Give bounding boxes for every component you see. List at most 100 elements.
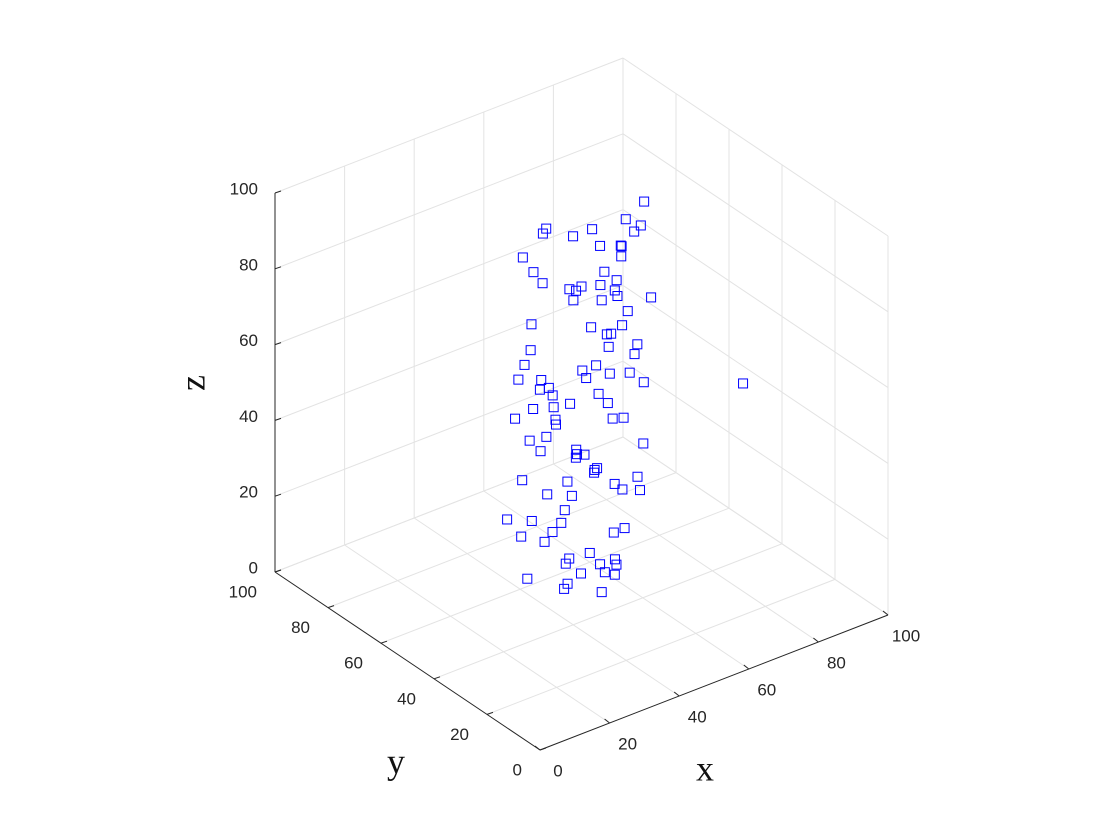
point <box>606 328 617 339</box>
grid-line <box>622 209 889 389</box>
z-tick <box>274 493 282 497</box>
point <box>602 398 613 409</box>
y-tick <box>539 747 547 751</box>
point <box>536 375 547 386</box>
point <box>596 587 607 598</box>
point <box>562 476 573 487</box>
point <box>617 320 628 331</box>
point <box>611 559 622 570</box>
point <box>524 435 535 446</box>
x-tick <box>604 718 610 724</box>
point <box>591 360 602 371</box>
point <box>548 402 559 413</box>
point <box>568 231 579 242</box>
point <box>510 413 521 424</box>
point <box>619 523 630 534</box>
point <box>547 390 558 401</box>
point <box>632 339 643 350</box>
point <box>609 285 620 296</box>
point <box>517 475 528 486</box>
grid-line <box>622 360 889 540</box>
point <box>611 275 622 286</box>
point <box>622 306 633 317</box>
point <box>599 567 610 578</box>
z-tick <box>274 417 282 421</box>
grid-line <box>483 490 750 670</box>
point <box>592 463 603 474</box>
point <box>534 384 545 395</box>
point <box>526 515 537 526</box>
z-tick <box>274 266 282 270</box>
point <box>595 280 606 291</box>
point <box>587 224 598 235</box>
grid-line <box>274 57 624 194</box>
y-tick-label: 20 <box>450 725 469 744</box>
x-tick <box>673 691 680 697</box>
point <box>589 464 600 475</box>
point <box>541 431 552 442</box>
z-tick-label: 80 <box>239 255 258 274</box>
point <box>575 568 586 579</box>
point <box>609 478 620 489</box>
x-tick-label: 20 <box>618 734 637 753</box>
x-tick-label: 0 <box>553 761 562 780</box>
y-tick <box>380 640 388 644</box>
y-tick <box>327 605 335 609</box>
grid-line <box>274 436 624 573</box>
y-tick-label: 0 <box>513 760 522 779</box>
grid-line <box>344 544 610 724</box>
point <box>537 228 548 239</box>
point <box>616 241 627 252</box>
point <box>547 527 558 538</box>
point <box>638 438 649 449</box>
point <box>539 536 550 547</box>
point <box>526 319 537 330</box>
point <box>564 553 575 564</box>
grid-line <box>274 284 624 421</box>
x-tick <box>882 610 889 616</box>
point <box>609 554 620 565</box>
point <box>519 359 530 370</box>
point <box>608 527 619 538</box>
point <box>571 285 582 296</box>
grid-line <box>413 517 680 697</box>
point <box>596 295 607 306</box>
point <box>528 404 539 414</box>
y-tick <box>486 711 494 715</box>
grid-line <box>622 284 889 464</box>
point <box>556 517 567 528</box>
point <box>565 398 576 409</box>
grid-line <box>486 578 836 715</box>
y-axis-label: y <box>387 741 405 781</box>
point <box>635 220 646 231</box>
point <box>599 266 610 277</box>
x-tick <box>743 664 750 670</box>
grid-line <box>622 57 889 237</box>
y-tick-label: 80 <box>291 618 310 637</box>
point <box>559 505 570 516</box>
point <box>604 368 615 379</box>
z-tick <box>274 342 282 346</box>
y-axis <box>274 571 541 751</box>
grid-line <box>380 507 730 644</box>
z-tick-label: 60 <box>239 331 258 350</box>
y-tick-label: 40 <box>397 689 416 708</box>
point <box>624 367 635 378</box>
point <box>632 471 643 482</box>
point <box>595 240 606 251</box>
point <box>559 583 570 594</box>
z-tick-label: 0 <box>249 558 258 577</box>
point <box>618 412 629 423</box>
point <box>617 484 628 495</box>
x-tick-label: 60 <box>757 680 776 699</box>
grid-line <box>622 436 889 616</box>
point <box>603 341 614 352</box>
z-axis-label: z <box>172 375 212 391</box>
point <box>564 284 575 295</box>
point <box>629 349 640 360</box>
point <box>543 382 554 393</box>
point <box>616 251 627 262</box>
grid-line <box>274 360 624 497</box>
grid-line <box>553 463 819 643</box>
y-tick-label: 60 <box>344 654 363 673</box>
